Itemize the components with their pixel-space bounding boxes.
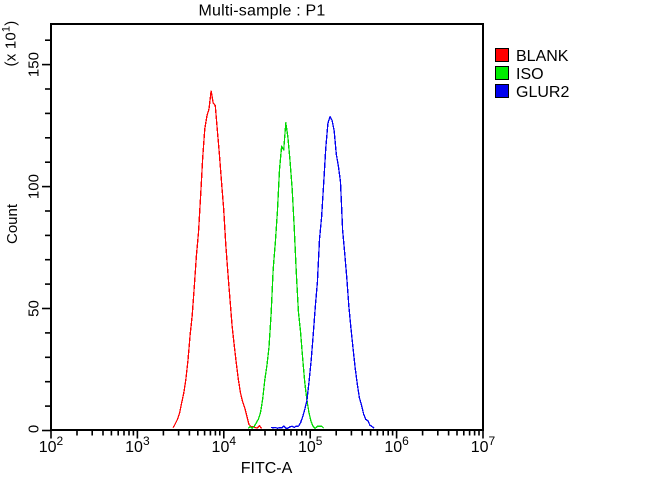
svg-text:ISO: ISO: [516, 66, 544, 83]
svg-text:GLUR2: GLUR2: [516, 84, 569, 101]
svg-text:BLANK: BLANK: [516, 48, 569, 65]
svg-text:Count: Count: [4, 203, 21, 244]
svg-text:0: 0: [26, 425, 43, 433]
svg-text:100: 100: [26, 174, 43, 199]
svg-text:FITC-A: FITC-A: [241, 460, 293, 477]
svg-text:Multi-sample : P1: Multi-sample : P1: [199, 3, 326, 20]
svg-text:150: 150: [26, 52, 43, 77]
svg-text:50: 50: [26, 300, 43, 317]
